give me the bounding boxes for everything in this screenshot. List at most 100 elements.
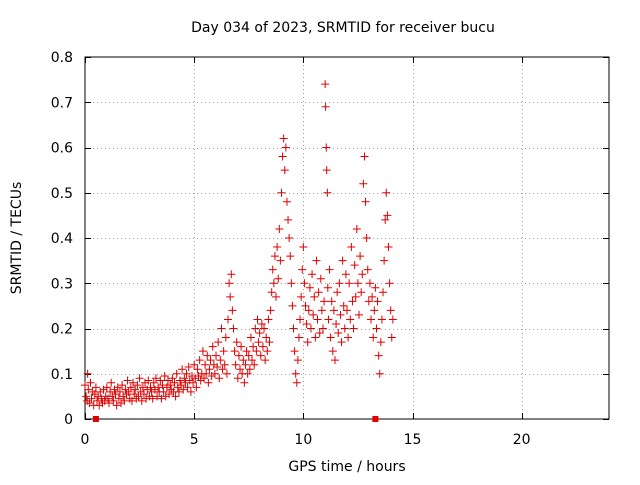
data-point [217, 324, 226, 333]
data-point [220, 360, 229, 369]
data-point [241, 360, 250, 369]
data-point [151, 374, 160, 383]
data-point [186, 387, 195, 396]
data-point [300, 279, 309, 288]
data-point [213, 362, 222, 371]
data-point [302, 319, 311, 328]
data-point [355, 310, 364, 319]
data-point [81, 381, 89, 390]
data-point [257, 319, 266, 328]
data-point [236, 365, 245, 374]
data-point [255, 329, 264, 338]
data-point [215, 374, 224, 383]
data-point [224, 315, 233, 324]
data-point [279, 134, 288, 143]
data-point [309, 310, 318, 319]
data-point [320, 297, 329, 306]
data-point [314, 288, 323, 297]
data-point [260, 324, 269, 333]
data-point [111, 390, 120, 399]
data-point [275, 224, 284, 233]
data-point [154, 383, 163, 392]
data-point [329, 306, 338, 315]
data-point [346, 315, 355, 324]
data-point [289, 324, 298, 333]
data-point [321, 102, 330, 111]
x-tick-label: 20 [513, 432, 531, 448]
data-points [81, 80, 397, 410]
data-point [382, 188, 391, 197]
data-point [227, 270, 236, 279]
data-point [356, 252, 365, 261]
data-point [219, 347, 228, 356]
data-point [344, 333, 353, 342]
data-point [171, 392, 180, 401]
data-point [348, 297, 357, 306]
x-tick-label: 0 [81, 432, 90, 448]
data-point [198, 347, 207, 356]
data-point [262, 333, 271, 342]
data-point [301, 301, 310, 310]
data-point [214, 338, 223, 347]
data-point [282, 197, 291, 206]
data-point [212, 351, 220, 360]
gap-marker [92, 416, 99, 422]
data-point [237, 342, 246, 351]
data-point [384, 243, 393, 252]
data-point [228, 306, 237, 315]
y-tick-label: 0.6 [51, 141, 73, 157]
data-point [281, 143, 290, 152]
data-point [148, 394, 157, 403]
data-point [304, 306, 313, 315]
data-point [387, 333, 396, 342]
data-point [332, 319, 341, 328]
data-point [364, 297, 373, 306]
data-point [83, 369, 92, 378]
data-point [341, 270, 350, 279]
data-point [323, 188, 332, 197]
data-point [335, 279, 344, 288]
y-tick-label: 0.7 [51, 95, 73, 111]
data-point [250, 360, 259, 369]
data-point [184, 362, 193, 371]
data-point [261, 356, 270, 365]
data-point [159, 387, 168, 396]
data-point [308, 270, 317, 279]
data-point [303, 338, 312, 347]
data-point [322, 143, 331, 152]
data-point [226, 292, 235, 301]
data-point [202, 369, 211, 378]
data-point [199, 374, 208, 383]
data-point [242, 347, 251, 356]
data-point [357, 288, 366, 297]
data-point [345, 279, 354, 288]
data-point [193, 365, 202, 374]
data-point [182, 369, 191, 378]
data-point [363, 265, 372, 274]
data-point [113, 383, 122, 392]
data-point [285, 234, 294, 242]
data-point [340, 324, 349, 333]
data-point [333, 288, 342, 297]
data-point [379, 288, 388, 297]
data-point [146, 383, 155, 392]
data-point [160, 372, 169, 381]
data-point [367, 315, 376, 324]
y-tick-label: 0.1 [51, 367, 73, 383]
data-point [189, 378, 198, 387]
data-point [107, 378, 116, 387]
data-point [327, 297, 336, 306]
data-point [381, 215, 390, 224]
y-axis-label: SRMTID / TECUs [9, 182, 25, 295]
data-point [158, 381, 167, 390]
data-point [137, 396, 146, 405]
data-point [310, 292, 319, 301]
data-point [369, 333, 378, 342]
data-point [234, 351, 243, 360]
data-point [139, 390, 148, 399]
data-point [256, 351, 265, 360]
data-point [277, 188, 286, 197]
data-point [323, 283, 332, 292]
data-point [221, 333, 230, 342]
